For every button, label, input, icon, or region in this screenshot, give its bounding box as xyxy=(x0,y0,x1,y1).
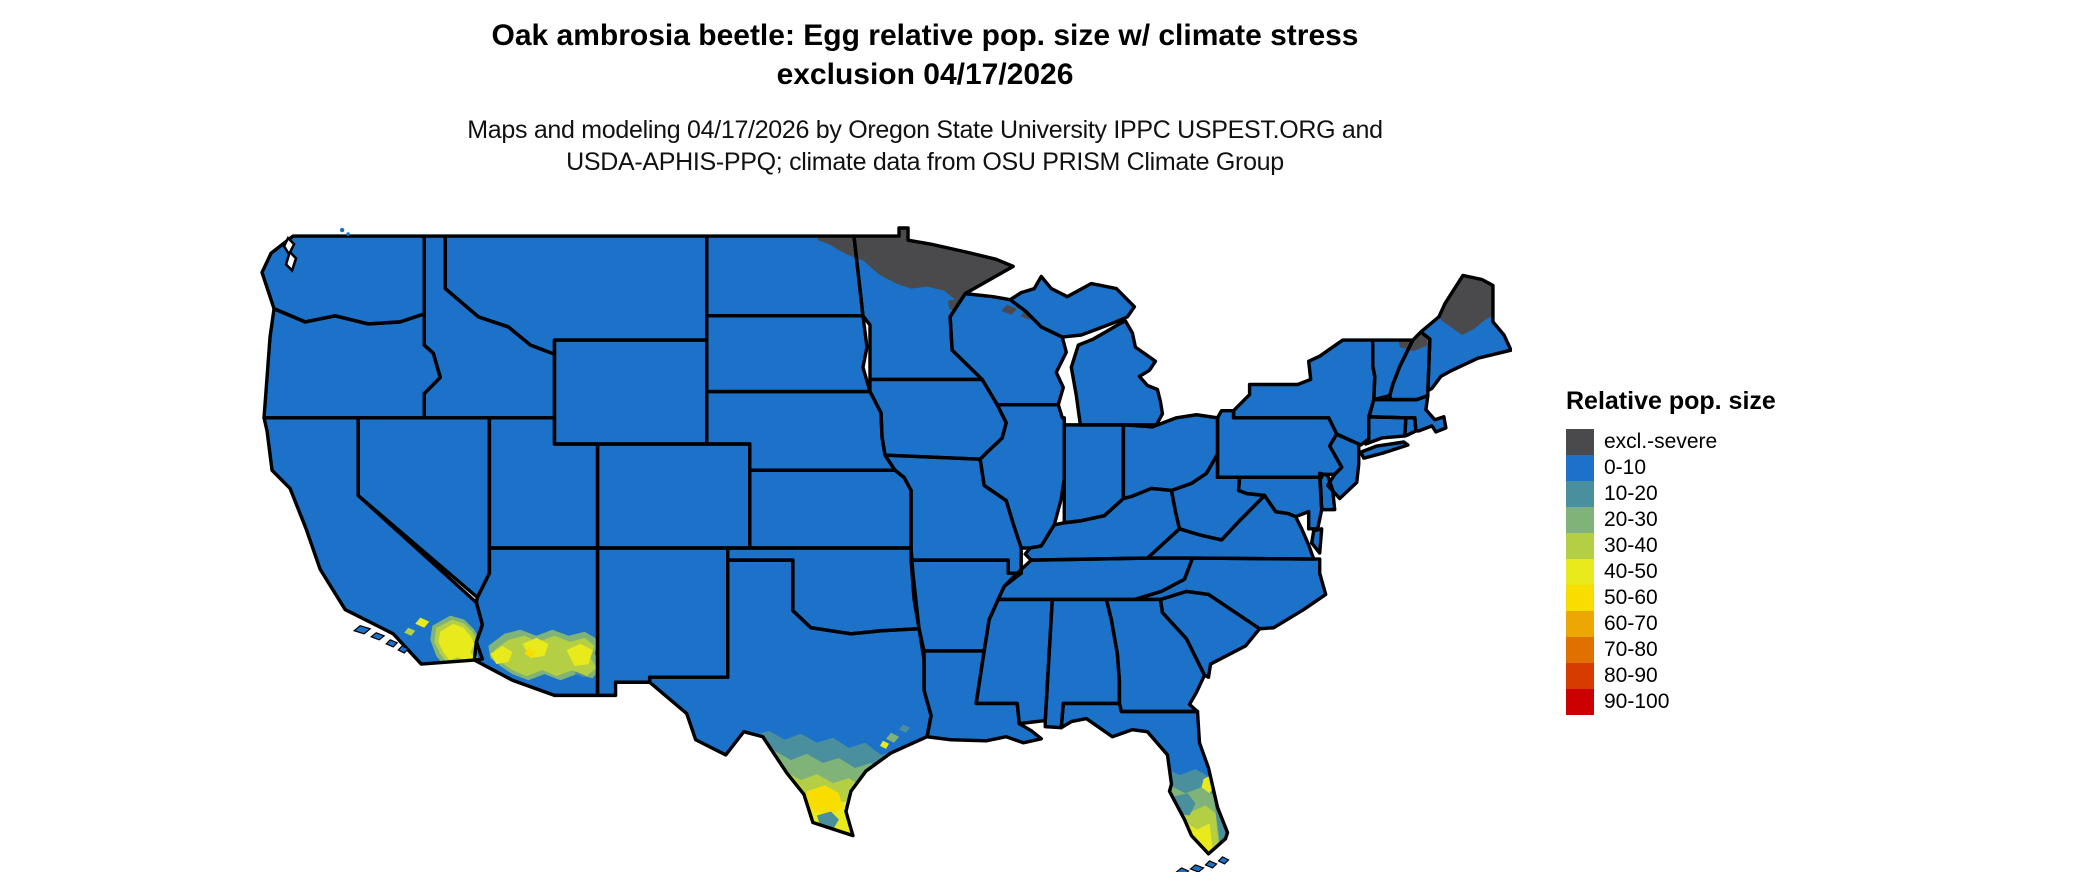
page-subtitle-line2: USDA-APHIS-PPQ; climate data from OSU PR… xyxy=(566,148,1284,176)
hotspot-southern-california xyxy=(404,559,483,665)
legend-row: excl.-severe xyxy=(1566,429,1886,455)
legend-row: 90-100 xyxy=(1566,689,1886,715)
legend-row: 20-30 xyxy=(1566,507,1886,533)
legend-color-swatch xyxy=(1566,559,1594,585)
map-header: Oak ambrosia beetle: Egg relative pop. s… xyxy=(300,16,1550,178)
puget-sound xyxy=(282,235,298,273)
legend-label: 50-60 xyxy=(1604,586,1658,609)
legend-label: 40-50 xyxy=(1604,560,1658,583)
legend-label: 10-20 xyxy=(1604,482,1658,505)
legend-color-swatch xyxy=(1566,689,1594,715)
legend-row: 80-90 xyxy=(1566,663,1886,689)
san-juan-islands xyxy=(339,227,350,236)
legend-row: 60-70 xyxy=(1566,611,1886,637)
page-title: Oak ambrosia beetle: Egg relative pop. s… xyxy=(300,16,1550,94)
legend-color-swatch xyxy=(1566,611,1594,637)
legend-label: 80-90 xyxy=(1604,664,1658,687)
legend-color-swatch xyxy=(1566,533,1594,559)
legend: Relative pop. size excl.-severe 0-10 10-… xyxy=(1566,386,1886,715)
legend-label: 0-10 xyxy=(1604,456,1647,479)
page-subtitle: Maps and modeling 04/17/2026 by Oregon S… xyxy=(300,114,1550,178)
legend-color-swatch xyxy=(1566,429,1594,455)
us-map xyxy=(250,226,1512,872)
legend-row: 50-60 xyxy=(1566,585,1886,611)
legend-label: excl.-severe xyxy=(1604,430,1718,453)
legend-color-swatch xyxy=(1566,637,1594,663)
legend-row: 70-80 xyxy=(1566,637,1886,663)
us-states-fill xyxy=(262,228,1511,854)
legend-color-swatch xyxy=(1566,663,1594,689)
page-title-line2: exclusion 04/17/2026 xyxy=(776,58,1074,91)
legend-label: 30-40 xyxy=(1604,534,1658,557)
legend-row: 10-20 xyxy=(1566,481,1886,507)
legend-color-swatch xyxy=(1566,455,1594,481)
excl-region-northern-maine xyxy=(1437,275,1493,336)
legend-label: 60-70 xyxy=(1604,612,1658,635)
legend-items: excl.-severe 0-10 10-20 20-30 30-40 40-5… xyxy=(1566,429,1886,715)
page-subtitle-line1: Maps and modeling 04/17/2026 by Oregon S… xyxy=(467,116,1383,144)
legend-color-swatch xyxy=(1566,481,1594,507)
channel-islands xyxy=(352,625,410,654)
legend-color-swatch xyxy=(1566,507,1594,533)
legend-label: 70-80 xyxy=(1604,638,1658,661)
legend-row: 40-50 xyxy=(1566,559,1886,585)
legend-title: Relative pop. size xyxy=(1566,387,1776,415)
hotspot-southern-arizona xyxy=(488,629,598,681)
legend-label: 20-30 xyxy=(1604,508,1658,531)
page-title-line1: Oak ambrosia beetle: Egg relative pop. s… xyxy=(491,19,1359,52)
legend-color-swatch xyxy=(1566,585,1594,611)
hotspot-southern-florida xyxy=(1135,767,1228,854)
coastal-details xyxy=(282,227,1230,872)
florida-keys xyxy=(1175,856,1230,872)
legend-row: 30-40 xyxy=(1566,533,1886,559)
legend-label: 90-100 xyxy=(1604,690,1670,713)
us-map-svg xyxy=(260,226,1512,872)
legend-row: 0-10 xyxy=(1566,455,1886,481)
